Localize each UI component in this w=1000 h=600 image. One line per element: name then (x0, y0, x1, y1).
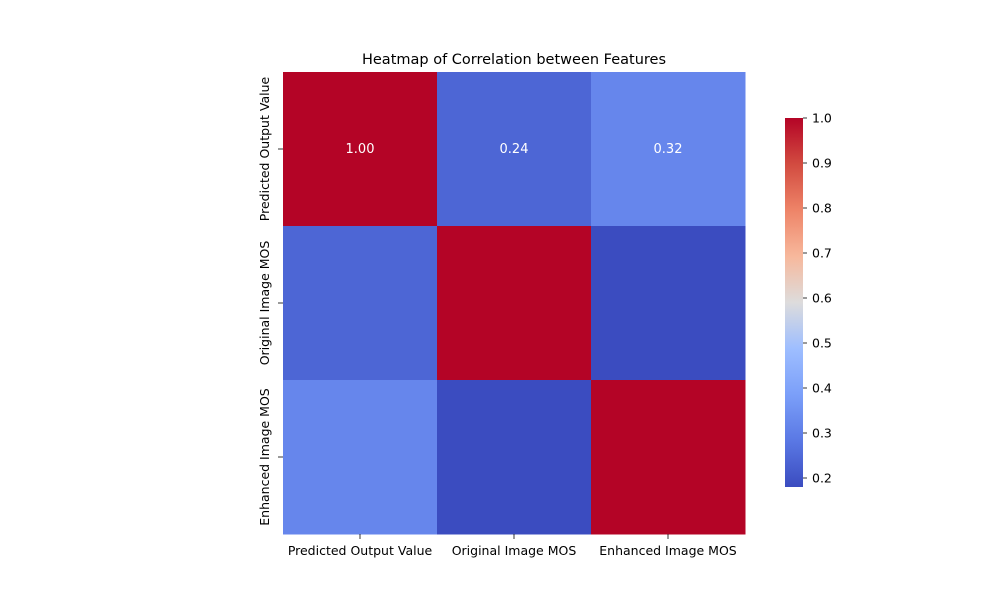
heatmap-cell (283, 226, 438, 381)
heatmap-cell (437, 380, 592, 535)
colorbar-tick-label: 0.2 (812, 471, 832, 486)
y-tick-label: Enhanced Image MOS (257, 388, 272, 526)
cell-value-label: 1.00 (346, 142, 375, 157)
colorbar-tick-label: 0.7 (812, 246, 832, 261)
colorbar-tick-label: 1.0 (812, 111, 832, 126)
x-tick-label: Predicted Output Value (288, 543, 433, 558)
y-tick-label: Predicted Output Value (257, 77, 272, 222)
x-tick-label: Enhanced Image MOS (599, 543, 737, 558)
x-tick-label: Original Image MOS (452, 543, 577, 558)
chart-title: Heatmap of Correlation between Features (362, 52, 666, 68)
colorbar-ticks: 0.2 0.3 0.4 0.5 0.6 0.7 0.8 0.9 1.0 (803, 111, 832, 486)
colorbar-tick-label: 0.8 (812, 201, 832, 216)
heatmap-cells: 1.00 0.24 0.32 (283, 72, 746, 535)
colorbar-tick-label: 0.4 (812, 381, 832, 396)
heatmap-cell (591, 226, 746, 381)
heatmap-cell (283, 72, 438, 227)
y-axis: Predicted Output Value Original Image MOS… (257, 77, 283, 526)
x-axis: Predicted Output Value Original Image MOS… (288, 534, 737, 558)
cell-value-label: 0.32 (654, 142, 683, 157)
heatmap-cell (437, 226, 592, 381)
y-tick-label: Original Image MOS (257, 241, 272, 366)
heatmap-cell (591, 380, 746, 535)
colorbar-tick-label: 0.3 (812, 426, 832, 441)
heatmap-cell (437, 72, 592, 227)
heatmap-cell (283, 380, 438, 535)
heatmap-cell (591, 72, 746, 227)
colorbar-tick-label: 0.5 (812, 336, 832, 351)
colorbar (785, 118, 803, 487)
cell-value-label: 0.24 (500, 142, 529, 157)
colorbar-tick-label: 0.9 (812, 156, 832, 171)
colorbar-tick-label: 0.6 (812, 291, 832, 306)
